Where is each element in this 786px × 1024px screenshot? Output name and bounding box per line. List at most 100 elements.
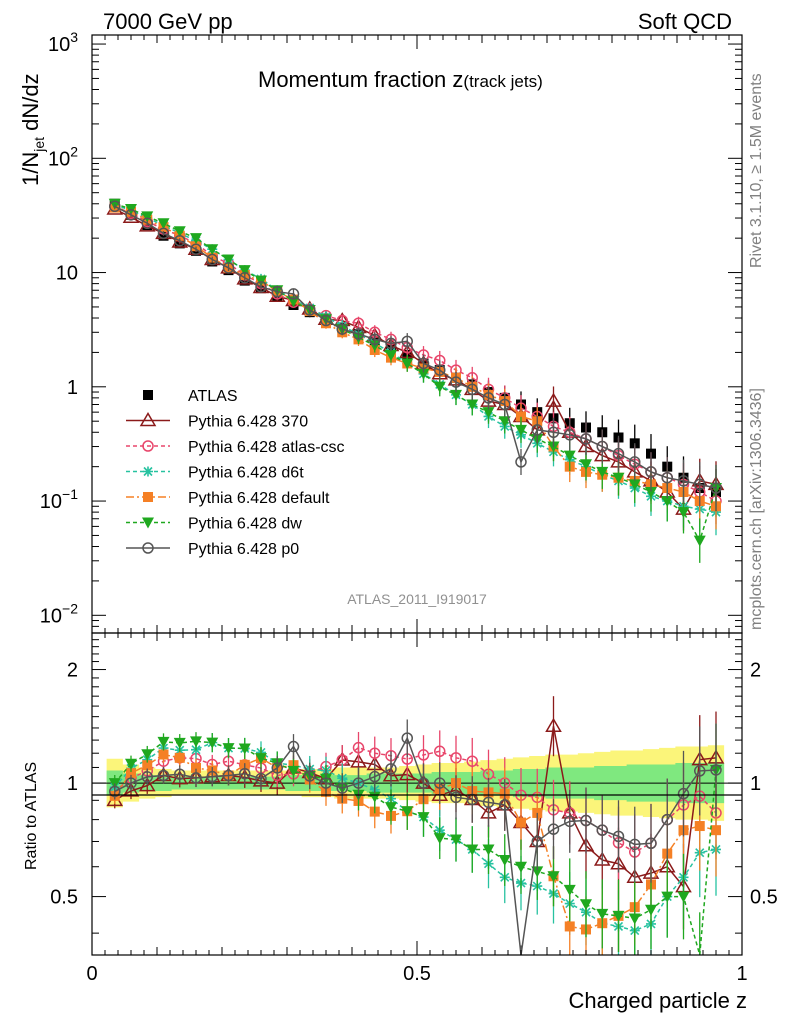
ratio-point (498, 855, 511, 867)
ratio-point (157, 769, 170, 782)
mcplots-label: mcplots.cern.ch [arXiv:1306.3436] (748, 388, 765, 630)
data-point (563, 450, 576, 462)
ratio-point (157, 736, 170, 748)
x-axis-label: Charged particle z (568, 988, 747, 1013)
ratio-tick-label-right: 2 (750, 660, 761, 682)
data-point (385, 337, 397, 350)
data-point (498, 416, 511, 428)
ratio-point (515, 861, 527, 873)
data-point (677, 475, 690, 487)
data-point (482, 392, 495, 404)
legend-label: Pythia 6.428 d6t (188, 465, 304, 482)
ratio-point (417, 812, 430, 824)
analysis-label: ATLAS_2011_I919017 (347, 591, 487, 607)
legend-marker (143, 390, 153, 400)
ratio-point (125, 777, 137, 789)
axis-ticks (91, 35, 743, 955)
data-point (174, 234, 186, 247)
legend: ATLAS Pythia 6.428 370 Pythia 6.428 atlas-… (126, 388, 345, 558)
data-point (661, 471, 673, 484)
data-point (434, 364, 446, 376)
legend-marker (143, 492, 153, 502)
ratio-point (141, 749, 154, 761)
ratio-point (466, 755, 478, 767)
ratio-point (304, 770, 316, 782)
ratio-point (547, 871, 560, 883)
y-axis-label: 1/Njet dN/dz (18, 73, 47, 186)
ratio-point (401, 732, 413, 744)
ratio-point (385, 802, 397, 814)
ratio-point (580, 899, 592, 911)
ratio-point (531, 835, 543, 848)
ratio-tick-label-left: 1 (67, 773, 78, 795)
data-point (206, 244, 219, 256)
data-point (433, 381, 446, 393)
ratio-point (222, 769, 235, 782)
data-point (677, 507, 690, 519)
data-point (580, 459, 592, 471)
ratio-point (222, 743, 235, 755)
ratio-point (255, 753, 267, 765)
data-point (352, 328, 365, 340)
data-point (580, 433, 592, 445)
data-point (157, 218, 170, 230)
data-point (628, 479, 641, 491)
ratio-point (710, 764, 722, 776)
legend-entry-pythia-6-428-dw: Pythia 6.428 dw (126, 516, 302, 533)
ratio-point (158, 749, 169, 760)
ratio-point (174, 752, 185, 763)
data-point (304, 304, 316, 316)
ratio-point (596, 908, 609, 920)
data-point (271, 285, 283, 298)
ratio-point (482, 844, 495, 856)
data-point (385, 349, 397, 361)
energy-label: 7000 GeV pp (103, 9, 233, 34)
legend-marker (142, 517, 154, 529)
data-point (612, 472, 625, 484)
ratio-point (564, 921, 575, 932)
data-point (287, 288, 300, 300)
data-point (287, 296, 300, 308)
legend-entry-atlas: ATLAS (143, 388, 238, 405)
ratio-point (545, 717, 562, 732)
series-line-pythia-6-428-default (114, 206, 717, 507)
data-point (596, 466, 609, 478)
ratio-tick-label-right: 1 (750, 773, 761, 795)
ratio-point (369, 770, 381, 783)
data-point (109, 200, 121, 213)
data-point (158, 230, 169, 241)
ratio-tick-label-left: 0.5 (50, 887, 78, 909)
y-tick-label: 103 (48, 29, 78, 56)
data-point (239, 272, 251, 284)
data-point (141, 211, 154, 223)
data-point (516, 411, 526, 422)
data-point (515, 424, 527, 436)
ratio-point (434, 745, 446, 758)
ratio-line-pythia-6-428-p0 (114, 736, 717, 956)
ratio-point (417, 777, 430, 789)
data-point (645, 466, 657, 478)
legend-label: ATLAS (188, 388, 238, 405)
data-point (141, 217, 153, 230)
series-line-pythia-6-428-p0 (114, 205, 717, 489)
ratio-point (499, 799, 511, 811)
data-point (171, 233, 189, 248)
y-tick-label: 10−2 (40, 600, 78, 627)
data-point (545, 392, 562, 407)
ratio-point (661, 891, 674, 903)
data-point (191, 241, 201, 252)
ratio-point (350, 753, 367, 768)
chart-title: Momentum fraction z(track jets) (258, 67, 543, 92)
ratio-point (385, 763, 397, 775)
ratio-point (268, 774, 286, 789)
ratio-point (238, 743, 251, 755)
legend-entry-pythia-6-428-p0: Pythia 6.428 p0 (126, 541, 299, 558)
ratio-point (593, 851, 611, 866)
legend-marker (143, 466, 153, 477)
data-point (450, 376, 462, 388)
data-point (661, 496, 674, 508)
data-point (466, 399, 479, 411)
ratio-point (433, 833, 446, 845)
data-point (629, 456, 641, 468)
data-point (482, 407, 495, 419)
